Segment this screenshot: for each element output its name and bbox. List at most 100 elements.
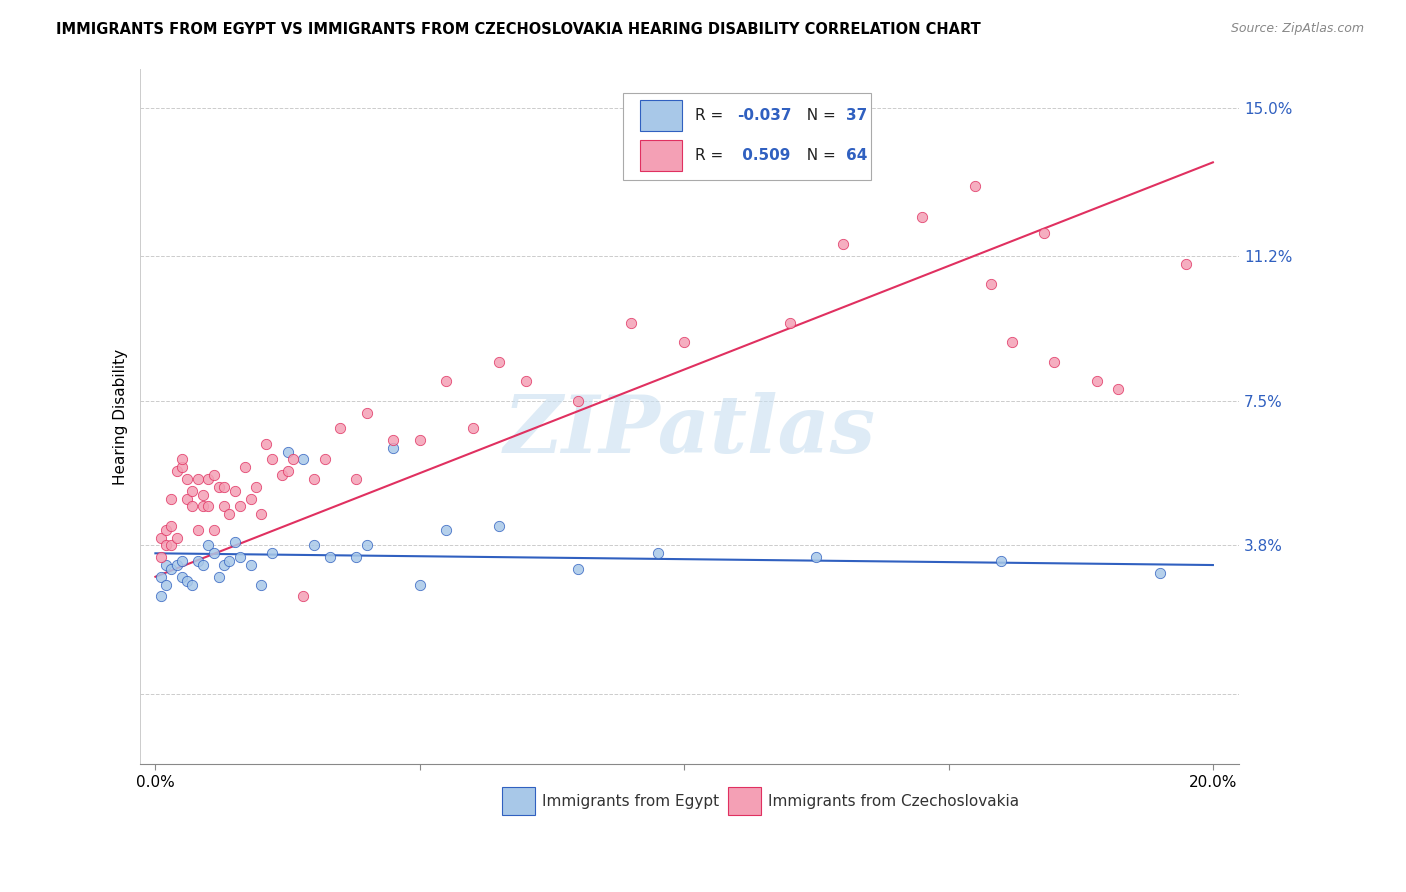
- Text: 37: 37: [845, 108, 868, 123]
- Point: [187, 472, 209, 486]
- Point: [176, 472, 198, 486]
- Text: N =: N =: [797, 148, 841, 163]
- Point: [515, 374, 537, 388]
- Point: [302, 539, 325, 553]
- Point: [567, 393, 589, 408]
- Point: [224, 483, 246, 498]
- Point: [1175, 257, 1198, 271]
- Text: Immigrants from Czechoslovakia: Immigrants from Czechoslovakia: [768, 794, 1019, 809]
- Point: [149, 570, 172, 584]
- Point: [434, 374, 457, 388]
- Point: [160, 539, 183, 553]
- Point: [271, 468, 294, 483]
- Text: ZIPatlas: ZIPatlas: [503, 392, 876, 469]
- Point: [260, 546, 283, 560]
- Point: [229, 550, 252, 565]
- Point: [191, 500, 214, 514]
- Point: [176, 491, 198, 506]
- Point: [250, 507, 273, 521]
- Point: [1001, 335, 1024, 350]
- Point: [382, 441, 405, 455]
- Text: IMMIGRANTS FROM EGYPT VS IMMIGRANTS FROM CZECHOSLOVAKIA HEARING DISABILITY CORRE: IMMIGRANTS FROM EGYPT VS IMMIGRANTS FROM…: [56, 22, 981, 37]
- Point: [319, 550, 342, 565]
- Point: [990, 554, 1012, 568]
- Point: [1043, 355, 1066, 369]
- Point: [260, 452, 283, 467]
- Point: [277, 464, 299, 478]
- Text: Immigrants from Egypt: Immigrants from Egypt: [543, 794, 720, 809]
- Point: [488, 355, 510, 369]
- Text: 64: 64: [845, 148, 868, 163]
- Point: [673, 335, 696, 350]
- FancyBboxPatch shape: [640, 100, 682, 131]
- Point: [233, 460, 256, 475]
- Point: [831, 237, 853, 252]
- Point: [176, 574, 198, 588]
- Point: [314, 452, 336, 467]
- Y-axis label: Hearing Disability: Hearing Disability: [114, 349, 128, 484]
- Point: [254, 437, 277, 451]
- Text: Source: ZipAtlas.com: Source: ZipAtlas.com: [1230, 22, 1364, 36]
- Point: [281, 452, 304, 467]
- FancyBboxPatch shape: [623, 93, 870, 180]
- Point: [344, 550, 367, 565]
- Point: [302, 472, 325, 486]
- Point: [202, 468, 225, 483]
- Point: [229, 500, 252, 514]
- Point: [197, 500, 219, 514]
- Point: [160, 491, 183, 506]
- Point: [344, 472, 367, 486]
- Point: [434, 523, 457, 537]
- Text: 0.509: 0.509: [737, 148, 790, 163]
- Point: [170, 570, 193, 584]
- Point: [647, 546, 669, 560]
- Point: [239, 558, 262, 572]
- Point: [1107, 382, 1129, 396]
- Point: [197, 539, 219, 553]
- Point: [212, 558, 235, 572]
- Point: [187, 554, 209, 568]
- Point: [202, 546, 225, 560]
- Point: [170, 460, 193, 475]
- FancyBboxPatch shape: [502, 788, 536, 815]
- Point: [170, 452, 193, 467]
- Point: [488, 519, 510, 533]
- Point: [382, 433, 405, 447]
- Point: [208, 480, 231, 494]
- Point: [149, 531, 172, 545]
- Point: [181, 500, 204, 514]
- Point: [155, 523, 177, 537]
- Point: [197, 472, 219, 486]
- Point: [779, 316, 801, 330]
- Point: [1085, 374, 1108, 388]
- Text: -0.037: -0.037: [737, 108, 792, 123]
- Point: [191, 488, 214, 502]
- Point: [155, 558, 177, 572]
- Point: [160, 519, 183, 533]
- Point: [218, 554, 240, 568]
- Point: [329, 421, 352, 435]
- Point: [963, 178, 986, 193]
- Point: [250, 577, 273, 591]
- Point: [208, 570, 231, 584]
- Point: [191, 558, 214, 572]
- Point: [202, 523, 225, 537]
- Point: [567, 562, 589, 576]
- Text: N =: N =: [797, 108, 841, 123]
- Point: [911, 210, 934, 224]
- Point: [620, 316, 643, 330]
- Point: [409, 433, 432, 447]
- Point: [166, 558, 188, 572]
- Point: [187, 523, 209, 537]
- Point: [170, 554, 193, 568]
- Point: [1032, 226, 1054, 240]
- Point: [277, 444, 299, 458]
- Point: [212, 480, 235, 494]
- Point: [245, 480, 267, 494]
- Point: [181, 577, 204, 591]
- Point: [292, 452, 315, 467]
- Point: [212, 500, 235, 514]
- Point: [149, 590, 172, 604]
- Point: [218, 507, 240, 521]
- Point: [356, 406, 378, 420]
